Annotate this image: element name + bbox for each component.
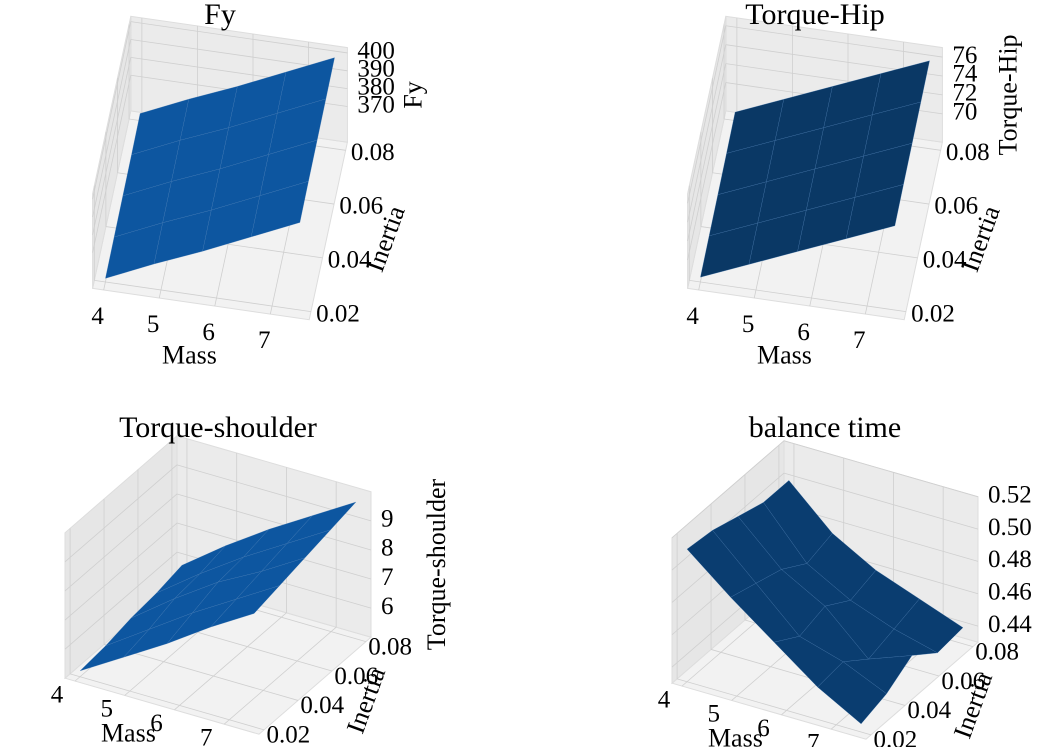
grid-line — [783, 440, 979, 498]
grid-line — [671, 472, 785, 571]
grid-line — [783, 472, 979, 530]
z-tick-label: 6 — [381, 593, 394, 620]
surface-patch — [209, 585, 281, 628]
x-tick-label: 4 — [91, 303, 104, 330]
subplot-title: Torque-shoulder — [119, 411, 317, 444]
x-axis-label: Mass — [162, 340, 217, 369]
y-tick-label: 0.04 — [923, 247, 967, 274]
z-axis-label: Torque-shoulder — [422, 478, 451, 650]
y-tick-label: 0.08 — [368, 633, 412, 660]
x-tick-label: 6 — [150, 710, 163, 737]
grid-line — [725, 25, 943, 58]
grid-line — [92, 75, 132, 253]
z-tick-label: 370 — [357, 91, 395, 118]
z-tick-label: 7 — [381, 564, 394, 591]
grid-line — [174, 612, 287, 711]
x-tick-label: 7 — [258, 327, 271, 354]
y-tick-label: 0.02 — [911, 300, 955, 327]
x-tick-label: 7 — [200, 724, 213, 747]
grid-line — [223, 626, 337, 725]
grid-line — [676, 678, 872, 736]
subplot-title: Torque-Hip — [745, 0, 885, 31]
grid-line — [671, 440, 785, 539]
y-tick-label: 0.08 — [351, 139, 395, 166]
z-tick-label: 8 — [381, 535, 394, 562]
grid-line — [176, 493, 372, 551]
z-tick-label: 74 — [952, 61, 978, 88]
grid-line — [64, 551, 178, 650]
z-tick-label: 76 — [952, 42, 977, 69]
x-axis-label: Mass — [708, 723, 763, 747]
grid-line — [94, 279, 312, 313]
grid-line — [92, 21, 132, 200]
grid-line — [103, 644, 299, 701]
subplot: 4 5 6 70.020.040.060.0870727476MassInertiaT… — [686, 0, 1022, 369]
y-tick-label: 0.06 — [941, 668, 985, 695]
z-axis-label: Fy — [398, 81, 427, 108]
x-tick-label: 5 — [708, 701, 721, 728]
y-tick-label: 0.02 — [316, 300, 360, 327]
y-tick-label: 0.04 — [328, 247, 372, 274]
x-tick-label: 5 — [742, 311, 755, 338]
x-tick-label: 4 — [658, 686, 671, 713]
x-tick-label: 6 — [202, 319, 215, 346]
z-tick-label: 0.44 — [988, 611, 1032, 638]
grid-line — [689, 279, 907, 313]
grid-line — [687, 82, 727, 261]
y-tick-label: 0.02 — [266, 722, 310, 747]
x-axis-label: Mass — [757, 340, 812, 369]
y-tick-label: 0.02 — [873, 727, 917, 747]
z-tick-label: 9 — [381, 506, 394, 533]
x-tick-label: 4 — [686, 303, 699, 330]
z-tick-label: 380 — [357, 73, 395, 100]
z-tick-label: 0.46 — [988, 578, 1032, 605]
x-tick-label: 6 — [797, 319, 810, 346]
y-tick-label: 0.08 — [946, 139, 990, 166]
subplot: 4 5 6 70.020.040.060.08370380390400MassIner… — [91, 0, 427, 369]
grid-line — [92, 57, 132, 235]
x-tick-label: 5 — [101, 696, 114, 723]
x-tick-label: 4 — [51, 681, 64, 708]
subplot-title: Fy — [204, 0, 236, 31]
x-tick-label: 6 — [757, 715, 770, 742]
z-tick-label: 0.48 — [988, 546, 1032, 573]
x-tick-label: 7 — [807, 729, 820, 747]
grid-line — [64, 493, 178, 592]
x-tick-label: 5 — [147, 311, 160, 338]
grid-line — [130, 21, 348, 54]
y-tick-label: 0.08 — [975, 638, 1019, 665]
y-tick-label: 0.06 — [339, 193, 383, 220]
y-tick-label: 0.06 — [334, 663, 378, 690]
z-tick-label: 400 — [357, 38, 395, 65]
z-tick-label: 70 — [952, 99, 977, 126]
x-tick-label: 7 — [853, 327, 866, 354]
z-axis-label: Torque-Hip — [993, 34, 1022, 155]
x-axis-label: Mass — [101, 718, 156, 747]
grid-line — [687, 63, 727, 242]
y-tick-label: 0.04 — [907, 697, 951, 724]
grid-line — [64, 522, 178, 621]
subplot-title: balance time — [749, 411, 901, 444]
grid-line — [687, 25, 727, 204]
grid-line — [687, 44, 727, 223]
y-tick-label: 0.04 — [300, 692, 344, 719]
z-tick-label: 0.50 — [988, 514, 1032, 541]
grid-line — [92, 39, 132, 218]
grid-line — [69, 673, 265, 731]
surface-patch — [250, 181, 309, 238]
z-tick-label: 0.52 — [988, 481, 1032, 508]
surface-patch — [817, 661, 887, 725]
subplot: 4 5 6 7 0.02 0.040.06 0.080.44 0.46 0.48 0.50 0.52… — [658, 411, 1032, 747]
grid-line — [64, 464, 178, 563]
z-tick-label: 72 — [952, 80, 977, 107]
surface-patch — [845, 184, 904, 239]
z-tick-label: 390 — [357, 56, 395, 83]
y-tick-label: 0.06 — [934, 193, 978, 220]
